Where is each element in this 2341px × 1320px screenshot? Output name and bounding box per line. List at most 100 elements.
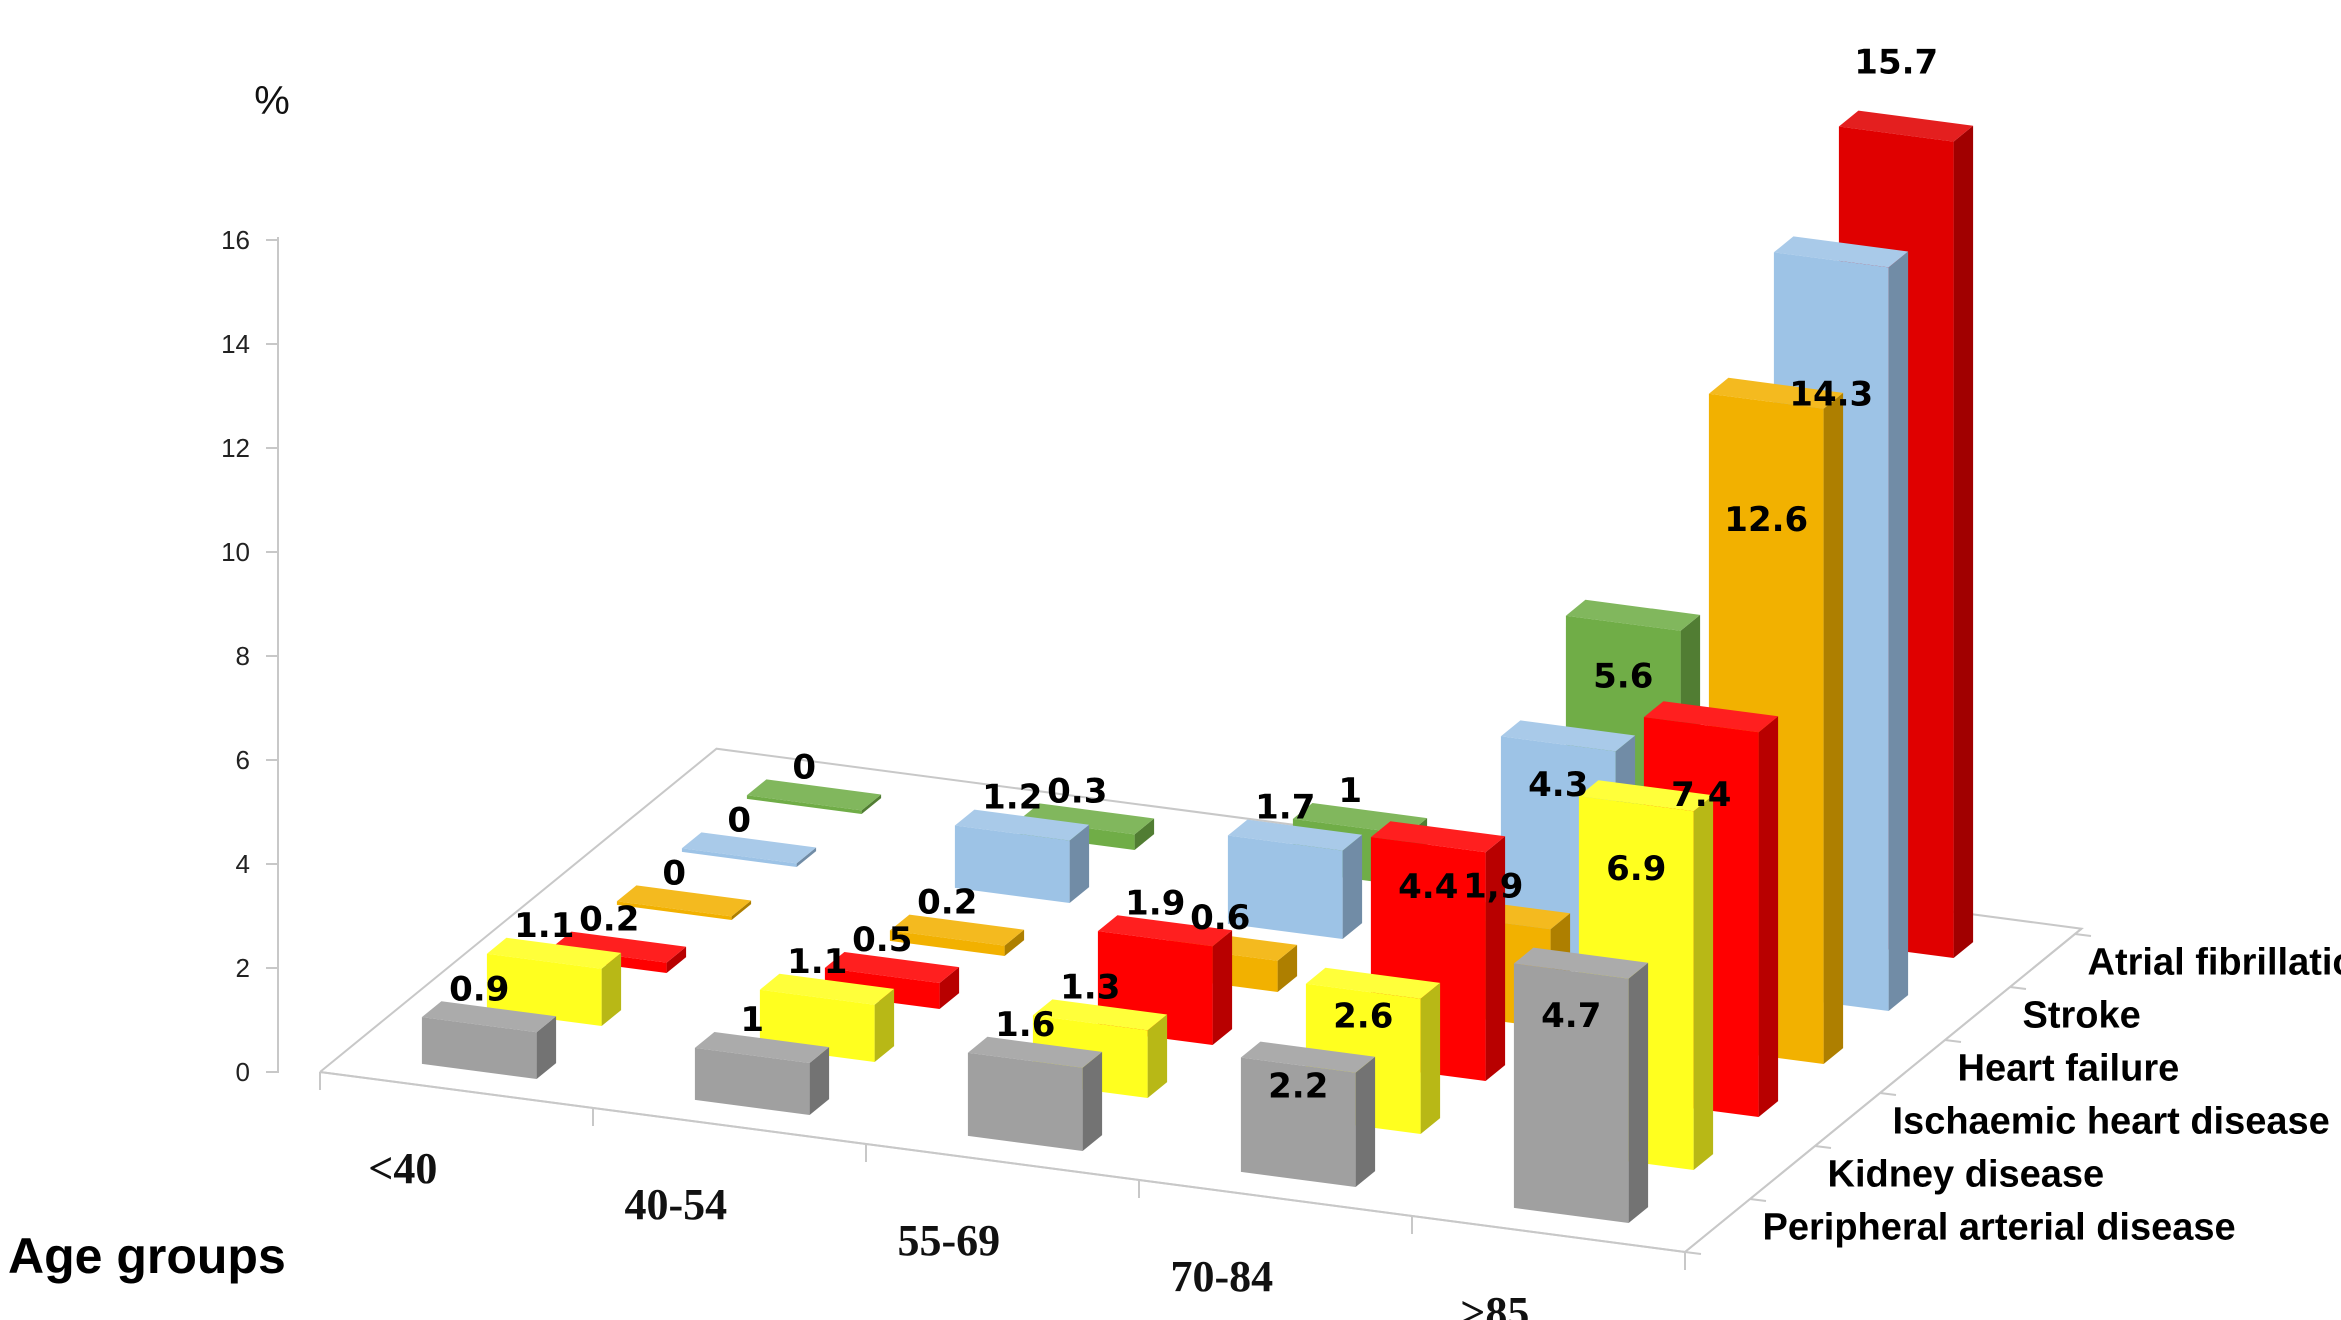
x-tick-label: <40 <box>368 1144 437 1193</box>
bar-side <box>1758 716 1779 1117</box>
bar-side <box>1082 1051 1103 1151</box>
x-tick-label: >85 <box>1460 1288 1529 1320</box>
bar-side <box>601 952 622 1026</box>
bar-top <box>1838 110 1974 142</box>
data-label: 0.2 <box>579 900 639 940</box>
bar <box>1240 1041 1376 1187</box>
bar-side <box>731 900 752 920</box>
x-axis-line <box>319 1071 1686 1253</box>
x-axis-title: Age groups <box>8 1228 286 1284</box>
bar-top <box>1227 819 1363 851</box>
data-label: 1.2 <box>982 778 1042 818</box>
series-label: Kidney disease <box>1828 1154 2105 1196</box>
bar-top <box>824 952 960 983</box>
y-tick-label: 6 <box>236 745 250 775</box>
bar-front <box>889 930 1005 956</box>
bar <box>681 832 817 867</box>
data-label: 5.6 <box>1593 657 1653 697</box>
series-label: Heart failure <box>1958 1048 2180 1090</box>
chart-labels: 00.3 15.615.701.2 1.74.314.300.2 0.61,912.6… <box>449 42 1938 1106</box>
y-tick-label: 8 <box>236 641 250 671</box>
x-tick-label: 55-69 <box>898 1216 1001 1265</box>
bar-top <box>694 1032 830 1063</box>
bar-top <box>486 937 622 969</box>
depth-tick <box>2074 933 2092 937</box>
data-label: 1.9 <box>1125 883 1185 923</box>
data-label: 4.7 <box>1541 996 1601 1036</box>
data-label: 0.9 <box>449 969 509 1009</box>
bar-side <box>874 988 895 1062</box>
bar-top <box>759 973 895 1005</box>
depth-axis-line <box>1684 927 2083 1253</box>
bar-side <box>1823 392 1844 1064</box>
bar <box>1227 819 1363 939</box>
bar-side <box>536 1016 557 1079</box>
bar <box>1513 947 1649 1223</box>
data-label: 1 <box>740 1000 764 1040</box>
depth-tick <box>1879 1092 1897 1096</box>
y-tick-label: 4 <box>236 849 250 879</box>
data-label: 0 <box>792 747 816 787</box>
bar-top <box>1097 915 1233 947</box>
series-label: Atrial fibrillation <box>2088 942 2341 984</box>
bar-top <box>967 1036 1103 1068</box>
data-label: 7.4 <box>1671 775 1731 815</box>
bar-side <box>1355 1056 1376 1187</box>
bar-side <box>861 794 882 814</box>
bar-front <box>1227 835 1343 939</box>
data-label: 0.5 <box>852 920 912 960</box>
data-label: 12.6 <box>1724 500 1808 540</box>
bar-side <box>1069 824 1090 903</box>
bar-side <box>1628 962 1649 1223</box>
bar-front <box>1240 1057 1356 1187</box>
bar-top <box>551 931 687 963</box>
data-label: 0 <box>662 853 686 893</box>
bar-side <box>1212 930 1233 1045</box>
x-tick-label: 70-84 <box>1171 1252 1274 1301</box>
y-tick-label: 10 <box>221 537 250 567</box>
data-label: 4.3 <box>1528 765 1588 805</box>
bar-side <box>1342 834 1363 939</box>
data-label: 1 <box>1338 771 1362 811</box>
bar-front <box>421 1017 537 1079</box>
bar <box>616 885 752 920</box>
bar-top <box>1643 701 1779 733</box>
bar-top <box>1513 947 1649 979</box>
bar-front <box>967 1052 1083 1151</box>
bar-side <box>939 967 960 1009</box>
depth-tick <box>2009 986 2027 990</box>
bar <box>746 779 882 814</box>
bar-side <box>1420 982 1441 1134</box>
data-label: 1.3 <box>1060 967 1120 1007</box>
bar-front <box>681 848 797 867</box>
bar-top <box>1019 803 1155 835</box>
y-tick-label: 0 <box>236 1057 250 1087</box>
bar-top <box>1032 999 1168 1031</box>
data-label: 1.1 <box>514 906 574 946</box>
bar-top <box>421 1001 557 1033</box>
x-tick-label: 40-54 <box>625 1180 728 1229</box>
data-label: 2.6 <box>1333 997 1393 1037</box>
series-label: Ischaemic heart disease <box>1893 1101 2330 1143</box>
bar <box>421 1001 557 1079</box>
bar <box>889 914 1025 956</box>
series-label: Peripheral arterial disease <box>1763 1207 2236 1249</box>
bar-side <box>1277 944 1298 992</box>
bar-front <box>954 825 1070 903</box>
data-label: 2.2 <box>1268 1067 1328 1107</box>
bar-top <box>1578 780 1714 812</box>
data-label: 0.6 <box>1190 898 1250 938</box>
data-label: 1,9 <box>1463 866 1523 906</box>
bar-top <box>616 885 752 917</box>
bar-front <box>486 953 602 1026</box>
bar <box>486 937 622 1026</box>
bar-side <box>1485 836 1506 1081</box>
data-label: 15.7 <box>1854 42 1938 82</box>
data-label: 1.1 <box>787 942 847 982</box>
depth-tick <box>1944 1039 1962 1043</box>
bar-side <box>809 1047 830 1115</box>
bar-top <box>1500 720 1636 752</box>
chart-axes: 0246810121416%<4040-5455-6970-84>85Perip… <box>8 79 2341 1320</box>
data-label: 0 <box>727 800 751 840</box>
